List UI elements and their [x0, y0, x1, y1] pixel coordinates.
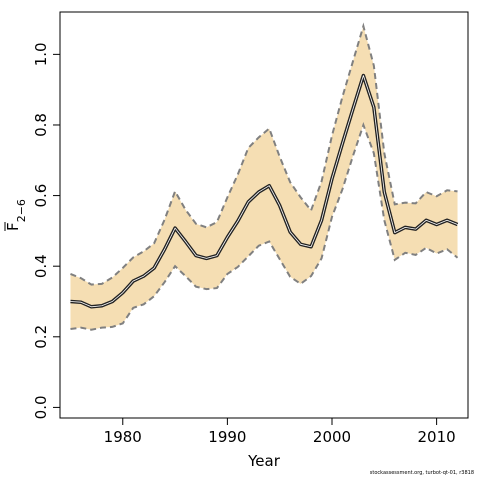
y-axis: 0.0 0.2 0.4 0.6 0.8 1.0: [32, 42, 60, 419]
y-tick-label: 1.0: [32, 42, 50, 66]
y-tick-label: 0.6: [32, 184, 50, 208]
x-axis-title: Year: [247, 452, 281, 470]
y-axis-title: F2−6: [4, 199, 28, 231]
x-tick-label: 1980: [104, 428, 142, 446]
y-axis-title-text: F2−6: [4, 199, 28, 231]
y-tick-label: 0.0: [32, 395, 50, 419]
estimate-line-center: [70, 75, 458, 308]
y-tick-label: 0.8: [32, 113, 50, 137]
y-tick-label: 0.4: [32, 254, 50, 278]
x-tick-label: 2010: [418, 428, 456, 446]
y-axis-title-main: F: [4, 222, 22, 231]
y-tick-label: 0.2: [32, 325, 50, 349]
upper-bound-line: [70, 22, 458, 286]
plot-frame: [59, 11, 469, 419]
x-tick-label: 1990: [208, 428, 246, 446]
confidence-band: [70, 26, 458, 330]
source-note: stockassessment.org, turbot-qt-01, r3818: [369, 470, 474, 476]
lower-bound-line: [70, 121, 459, 331]
x-tick-label: 2000: [313, 428, 351, 446]
plot-area: [70, 22, 459, 331]
x-axis: 1980 1990 2000 2010: [104, 418, 456, 446]
y-axis-title-subscript: 2−6: [15, 199, 28, 222]
